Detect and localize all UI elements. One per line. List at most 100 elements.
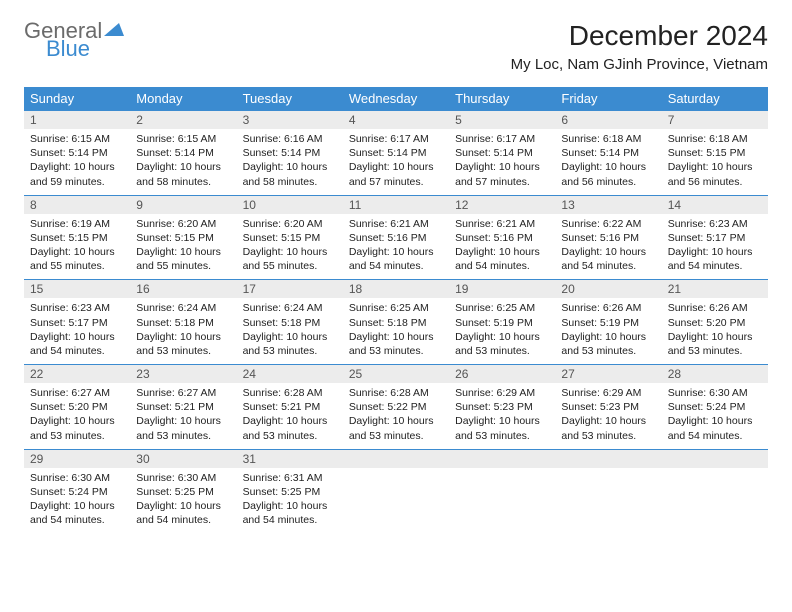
day-number-cell: 16 — [130, 280, 236, 299]
day-number-cell: 22 — [24, 365, 130, 384]
sunrise-text: Sunrise: 6:29 AM — [455, 386, 549, 400]
day-header: Sunday — [24, 87, 130, 111]
day-data-cell: Sunrise: 6:25 AMSunset: 5:19 PMDaylight:… — [449, 298, 555, 364]
sunset-text: Sunset: 5:14 PM — [136, 146, 230, 160]
day-number-cell: 13 — [555, 195, 661, 214]
sunset-text: Sunset: 5:14 PM — [455, 146, 549, 160]
day-data-cell: Sunrise: 6:30 AMSunset: 5:24 PMDaylight:… — [662, 383, 768, 449]
daylight-text: Daylight: 10 hours and 57 minutes. — [349, 160, 443, 188]
day-data-cell: Sunrise: 6:22 AMSunset: 5:16 PMDaylight:… — [555, 214, 661, 280]
daylight-text: Daylight: 10 hours and 56 minutes. — [668, 160, 762, 188]
daylight-text: Daylight: 10 hours and 53 minutes. — [455, 414, 549, 442]
sunset-text: Sunset: 5:18 PM — [136, 316, 230, 330]
day-header-row: Sunday Monday Tuesday Wednesday Thursday… — [24, 87, 768, 111]
sunset-text: Sunset: 5:14 PM — [561, 146, 655, 160]
sunset-text: Sunset: 5:21 PM — [136, 400, 230, 414]
sunset-text: Sunset: 5:15 PM — [136, 231, 230, 245]
day-number-cell: 11 — [343, 195, 449, 214]
sunrise-text: Sunrise: 6:18 AM — [561, 132, 655, 146]
day-number-cell: 30 — [130, 449, 236, 468]
day-data-cell: Sunrise: 6:15 AMSunset: 5:14 PMDaylight:… — [24, 129, 130, 195]
daylight-text: Daylight: 10 hours and 53 minutes. — [243, 330, 337, 358]
sunset-text: Sunset: 5:17 PM — [30, 316, 124, 330]
sunset-text: Sunset: 5:18 PM — [349, 316, 443, 330]
sunset-text: Sunset: 5:19 PM — [455, 316, 549, 330]
day-data-cell: Sunrise: 6:15 AMSunset: 5:14 PMDaylight:… — [130, 129, 236, 195]
day-data-cell: Sunrise: 6:18 AMSunset: 5:15 PMDaylight:… — [662, 129, 768, 195]
day-header: Thursday — [449, 87, 555, 111]
daylight-text: Daylight: 10 hours and 53 minutes. — [349, 414, 443, 442]
sunset-text: Sunset: 5:25 PM — [243, 485, 337, 499]
sunset-text: Sunset: 5:14 PM — [243, 146, 337, 160]
sunrise-text: Sunrise: 6:23 AM — [30, 301, 124, 315]
day-number-cell: 23 — [130, 365, 236, 384]
sunrise-text: Sunrise: 6:21 AM — [349, 217, 443, 231]
brand-logo: General Blue — [24, 20, 124, 60]
day-number-cell: 28 — [662, 365, 768, 384]
sunrise-text: Sunrise: 6:25 AM — [455, 301, 549, 315]
day-header: Tuesday — [237, 87, 343, 111]
sunset-text: Sunset: 5:14 PM — [30, 146, 124, 160]
sunrise-text: Sunrise: 6:30 AM — [668, 386, 762, 400]
location-text: My Loc, Nam GJinh Province, Vietnam — [511, 56, 768, 73]
day-data-cell — [449, 468, 555, 534]
day-number-cell: 10 — [237, 195, 343, 214]
sunset-text: Sunset: 5:20 PM — [30, 400, 124, 414]
sunrise-text: Sunrise: 6:28 AM — [349, 386, 443, 400]
sunset-text: Sunset: 5:15 PM — [243, 231, 337, 245]
day-number-cell: 18 — [343, 280, 449, 299]
day-number-cell — [449, 449, 555, 468]
sunset-text: Sunset: 5:23 PM — [455, 400, 549, 414]
day-number-cell — [555, 449, 661, 468]
sunrise-text: Sunrise: 6:24 AM — [243, 301, 337, 315]
day-number-cell — [662, 449, 768, 468]
day-data-cell: Sunrise: 6:21 AMSunset: 5:16 PMDaylight:… — [343, 214, 449, 280]
calendar-page: General Blue December 2024 My Loc, Nam G… — [0, 0, 792, 553]
daylight-text: Daylight: 10 hours and 53 minutes. — [561, 414, 655, 442]
sunrise-text: Sunrise: 6:22 AM — [561, 217, 655, 231]
sunset-text: Sunset: 5:18 PM — [243, 316, 337, 330]
day-number-cell: 2 — [130, 111, 236, 130]
day-data-cell: Sunrise: 6:26 AMSunset: 5:20 PMDaylight:… — [662, 298, 768, 364]
sunset-text: Sunset: 5:23 PM — [561, 400, 655, 414]
day-data-cell: Sunrise: 6:30 AMSunset: 5:25 PMDaylight:… — [130, 468, 236, 534]
day-data-cell: Sunrise: 6:25 AMSunset: 5:18 PMDaylight:… — [343, 298, 449, 364]
sunrise-text: Sunrise: 6:27 AM — [30, 386, 124, 400]
day-number-cell: 15 — [24, 280, 130, 299]
sunset-text: Sunset: 5:22 PM — [349, 400, 443, 414]
day-data-cell: Sunrise: 6:17 AMSunset: 5:14 PMDaylight:… — [343, 129, 449, 195]
title-block: December 2024 My Loc, Nam GJinh Province… — [511, 20, 768, 73]
sunset-text: Sunset: 5:20 PM — [668, 316, 762, 330]
daylight-text: Daylight: 10 hours and 53 minutes. — [243, 414, 337, 442]
daylight-text: Daylight: 10 hours and 53 minutes. — [30, 414, 124, 442]
sunset-text: Sunset: 5:16 PM — [349, 231, 443, 245]
day-data-row: Sunrise: 6:23 AMSunset: 5:17 PM Daylight:… — [24, 298, 768, 364]
day-number-cell — [343, 449, 449, 468]
day-number-cell: 24 — [237, 365, 343, 384]
day-number-cell: 20 — [555, 280, 661, 299]
day-number-cell: 26 — [449, 365, 555, 384]
month-title: December 2024 — [511, 20, 768, 52]
header: General Blue December 2024 My Loc, Nam G… — [24, 20, 768, 73]
sunrise-text: Sunrise: 6:18 AM — [668, 132, 762, 146]
sunrise-text: Sunrise: 6:26 AM — [561, 301, 655, 315]
day-number-cell: 31 — [237, 449, 343, 468]
day-data-cell: Sunrise: 6:26 AMSunset: 5:19 PMDaylight:… — [555, 298, 661, 364]
sunrise-text: Sunrise: 6:25 AM — [349, 301, 443, 315]
day-data-cell: Sunrise: 6:17 AMSunset: 5:14 PMDaylight:… — [449, 129, 555, 195]
calendar-table: Sunday Monday Tuesday Wednesday Thursday… — [24, 87, 768, 533]
day-data-row: Sunrise: 6:19 AMSunset: 5:15 PMDaylight:… — [24, 214, 768, 280]
day-number-row: 293031 — [24, 449, 768, 468]
sunrise-text: Sunrise: 6:15 AM — [30, 132, 124, 146]
sunset-text: Sunset: 5:21 PM — [243, 400, 337, 414]
sunset-text: Sunset: 5:17 PM — [668, 231, 762, 245]
daylight-text: Daylight: 10 hours and 55 minutes. — [136, 245, 230, 273]
sunrise-text: Sunrise: 6:19 AM — [30, 217, 124, 231]
day-data-row: Sunrise: 6:27 AMSunset: 5:20 PMDaylight:… — [24, 383, 768, 449]
sunrise-text: Sunrise: 6:26 AM — [668, 301, 762, 315]
day-data-cell: Sunrise: 6:28 AMSunset: 5:22 PMDaylight:… — [343, 383, 449, 449]
day-number-cell: 19 — [449, 280, 555, 299]
sunset-text: Sunset: 5:24 PM — [30, 485, 124, 499]
day-data-row: Sunrise: 6:30 AMSunset: 5:24 PMDaylight:… — [24, 468, 768, 534]
sunrise-text: Sunrise: 6:30 AM — [136, 471, 230, 485]
